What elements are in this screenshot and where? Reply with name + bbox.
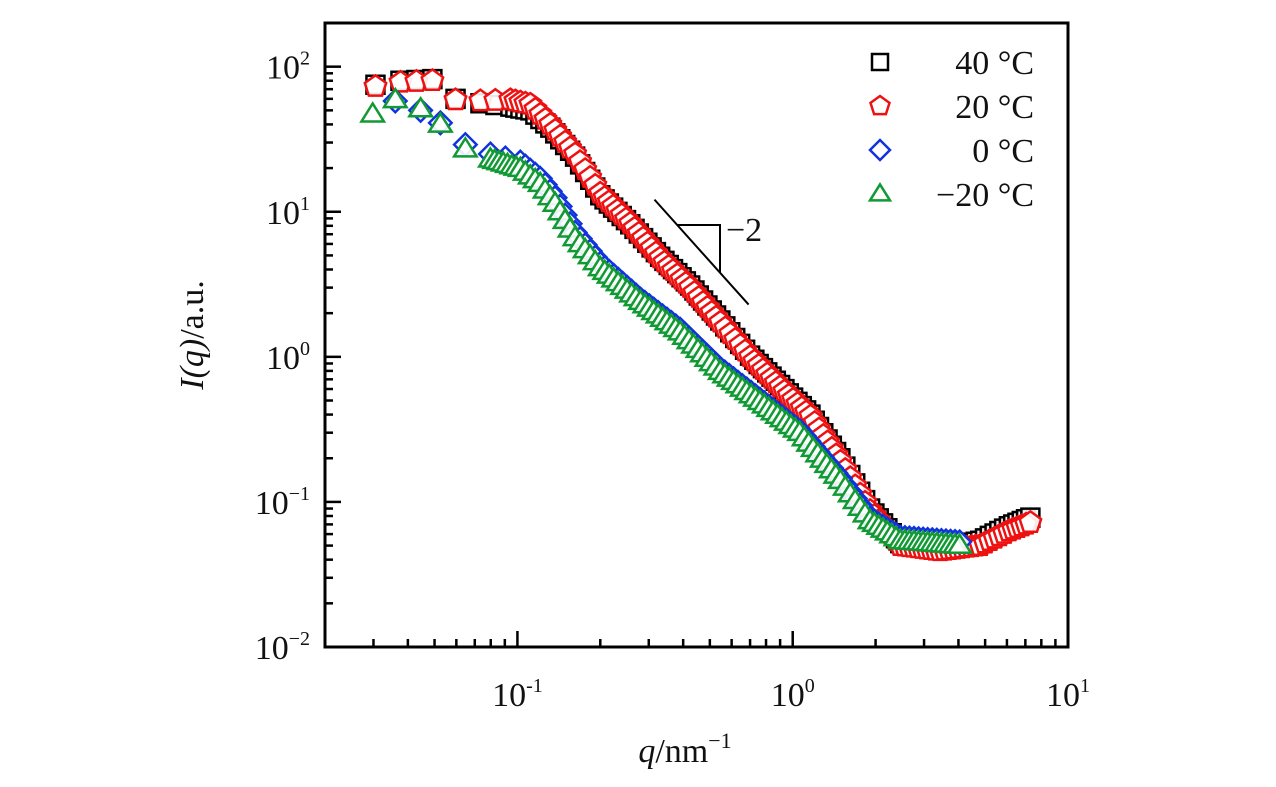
legend-label: 0 °C bbox=[972, 133, 1034, 170]
x-axis-exp: −1 bbox=[708, 728, 731, 753]
legend-label: 40 °C bbox=[955, 45, 1034, 82]
legend-marker-pentagon-icon bbox=[869, 94, 891, 116]
y-tick-label: 101 bbox=[266, 193, 310, 232]
data-point bbox=[451, 136, 479, 158]
legend-item: −20 °C bbox=[867, 177, 1034, 214]
x-tick-label: 100 bbox=[771, 675, 815, 714]
legend: 40 °C 20 °C 0 °C −20 °C bbox=[867, 45, 1034, 214]
x-tick-label: 101 bbox=[1046, 675, 1090, 714]
data-point bbox=[420, 67, 445, 92]
legend-marker-triangle-icon bbox=[867, 182, 893, 202]
data-point bbox=[443, 87, 468, 111]
data-point bbox=[407, 95, 435, 118]
legend-marker-square-icon bbox=[870, 52, 890, 72]
series-layer bbox=[359, 67, 1043, 562]
legend-marker-diamond-icon bbox=[868, 138, 892, 162]
ticks-layer: 102 101 100 10−1 10−2 10-1 100 101 bbox=[255, 48, 1090, 714]
y-tick-label: 10−2 bbox=[255, 628, 310, 667]
y-tick-label: 10−1 bbox=[255, 483, 310, 522]
legend-label: 20 °C bbox=[955, 89, 1034, 126]
plot-frame bbox=[323, 21, 1070, 649]
y-axis-unit: /a.u. bbox=[174, 280, 211, 339]
data-point bbox=[363, 73, 388, 97]
legend-item: 20 °C bbox=[869, 89, 1034, 126]
x-tick-label: 10-1 bbox=[492, 675, 543, 714]
series--20-C bbox=[359, 86, 974, 555]
legend-label: −20 °C bbox=[936, 177, 1034, 214]
x-axis-unit: /nm bbox=[655, 733, 708, 770]
slope-triangle bbox=[677, 224, 721, 273]
data-point bbox=[381, 86, 409, 109]
data-point bbox=[359, 101, 387, 123]
legend-item: 40 °C bbox=[870, 45, 1034, 82]
data-point bbox=[1018, 509, 1043, 533]
data-point bbox=[946, 532, 974, 555]
legend-item: 0 °C bbox=[868, 133, 1034, 170]
x-axis-var: q bbox=[638, 733, 655, 770]
slope-label: −2 bbox=[726, 212, 762, 249]
y-tick-label: 100 bbox=[266, 338, 310, 377]
slope-annotation: −2 bbox=[653, 198, 762, 306]
x-axis-title: q/nm−1 bbox=[638, 728, 731, 770]
y-tick-label: 102 bbox=[266, 48, 310, 87]
y-axis-title: I(q)/a.u. bbox=[174, 280, 211, 391]
y-axis-var: I(q) bbox=[174, 339, 211, 391]
slope-line bbox=[653, 198, 750, 306]
data-point bbox=[426, 111, 454, 133]
